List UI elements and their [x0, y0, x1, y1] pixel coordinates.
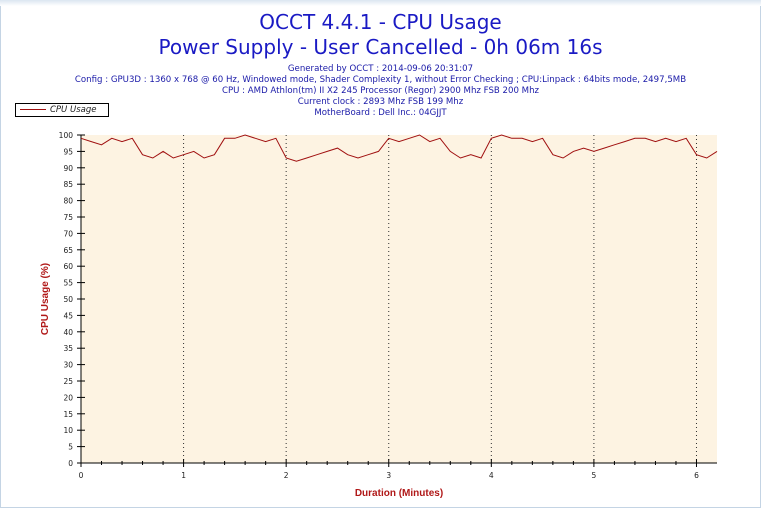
x-tick-label: 2: [284, 471, 289, 480]
y-tick-label: 45: [63, 311, 73, 320]
x-tick-label: 5: [592, 471, 597, 480]
info-config: Config : GPU3D : 1360 x 768 @ 60 Hz, Win…: [74, 75, 687, 85]
x-tick-label: 4: [489, 471, 494, 480]
y-tick-label: 60: [63, 262, 73, 271]
y-tick-label: 95: [63, 147, 73, 156]
plot-area: [81, 135, 717, 463]
chart-legend: CPU Usage: [15, 103, 109, 117]
y-axis-label: CPU Usage (%): [40, 263, 51, 335]
info-cpu: CPU : AMD Athlon(tm) II X2 245 Processor…: [221, 86, 540, 96]
x-axis-label: Duration (Minutes): [355, 488, 443, 499]
y-tick-label: 65: [63, 246, 73, 255]
legend-swatch: [20, 109, 46, 110]
info-motherboard: MotherBoard : Dell Inc.: 04GJJT: [314, 108, 447, 118]
y-tick-label: 90: [63, 164, 73, 173]
chart-title: OCCT 4.4.1 - CPU Usage: [259, 10, 502, 34]
y-tick-label: 50: [63, 295, 73, 304]
y-tick-label: 30: [63, 361, 73, 370]
info-clock: Current clock : 2893 Mhz FSB 199 Mhz: [297, 97, 464, 107]
chart-subtitle: Power Supply - User Cancelled - 0h 06m 1…: [158, 35, 603, 59]
y-tick-label: 10: [63, 426, 73, 435]
y-tick-label: 0: [68, 459, 73, 468]
x-tick-label: 1: [181, 471, 186, 480]
y-tick-label: 25: [63, 377, 73, 386]
y-tick-label: 5: [68, 443, 73, 452]
x-tick-label: 3: [386, 471, 391, 480]
y-tick-label: 80: [63, 197, 73, 206]
legend-label: CPU Usage: [50, 105, 97, 115]
window-top-strip: [0, 0, 761, 6]
y-tick-label: 35: [63, 344, 73, 353]
y-tick-label: 75: [63, 213, 73, 222]
y-tick-label: 85: [63, 180, 73, 189]
y-tick-label: 40: [63, 328, 73, 337]
series-line-cpu-usage: [80, 134, 718, 162]
y-tick-label: 70: [63, 229, 73, 238]
y-tick-label: 100: [59, 131, 74, 140]
y-tick-label: 20: [63, 393, 73, 402]
info-generated: Generated by OCCT : 2014-09-06 20:31:07: [287, 64, 474, 74]
x-tick-label: 0: [79, 471, 84, 480]
x-tick-label: 6: [694, 471, 699, 480]
y-tick-label: 15: [63, 410, 73, 419]
y-tick-label: 55: [63, 279, 73, 288]
